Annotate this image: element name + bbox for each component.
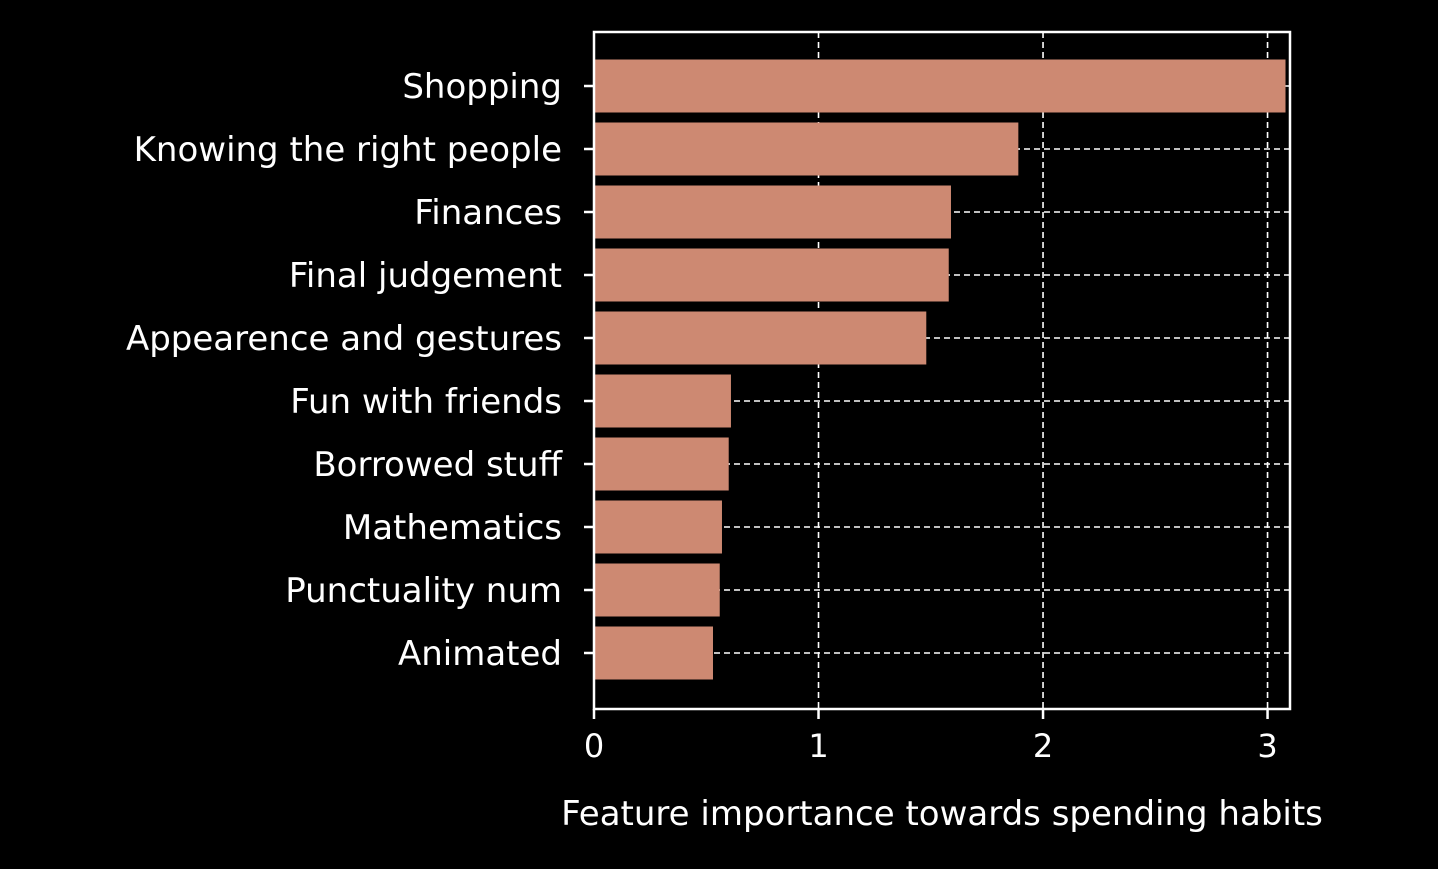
x-tick-label: 3 xyxy=(1257,727,1277,765)
y-ticks-layer: Shopping Knowing the right people Finances… xyxy=(126,67,594,674)
y-tick-label: Shopping xyxy=(402,67,562,107)
y-tick-label: Borrowed stuff xyxy=(313,445,563,485)
x-tick-label: 2 xyxy=(1033,727,1053,765)
x-ticks-layer: 0 1 2 3 xyxy=(584,709,1278,765)
bar xyxy=(594,626,713,680)
bars-layer xyxy=(594,59,1286,680)
x-axis-label: Feature importance towards spending habi… xyxy=(561,794,1323,834)
bar xyxy=(594,248,949,302)
bar xyxy=(594,59,1286,113)
plot-frame xyxy=(592,30,1292,711)
y-tick-label: Finances xyxy=(414,193,562,233)
y-tick-label: Animated xyxy=(398,634,562,674)
x-tick-label: 1 xyxy=(808,727,828,765)
y-tick-label: Punctuality num xyxy=(285,571,562,611)
y-tick-label: Final judgement xyxy=(289,256,562,296)
bar xyxy=(594,374,731,428)
y-tick-label: Appearence and gestures xyxy=(126,319,562,359)
x-tick-label: 0 xyxy=(584,727,604,765)
bar xyxy=(594,185,951,239)
bar xyxy=(594,500,722,554)
bar xyxy=(594,563,720,617)
bar xyxy=(594,311,927,365)
y-tick-label: Fun with friends xyxy=(290,382,562,422)
y-tick-label: Mathematics xyxy=(343,508,562,548)
bar xyxy=(594,437,729,491)
bar xyxy=(594,122,1019,176)
y-tick-label: Knowing the right people xyxy=(134,130,562,170)
